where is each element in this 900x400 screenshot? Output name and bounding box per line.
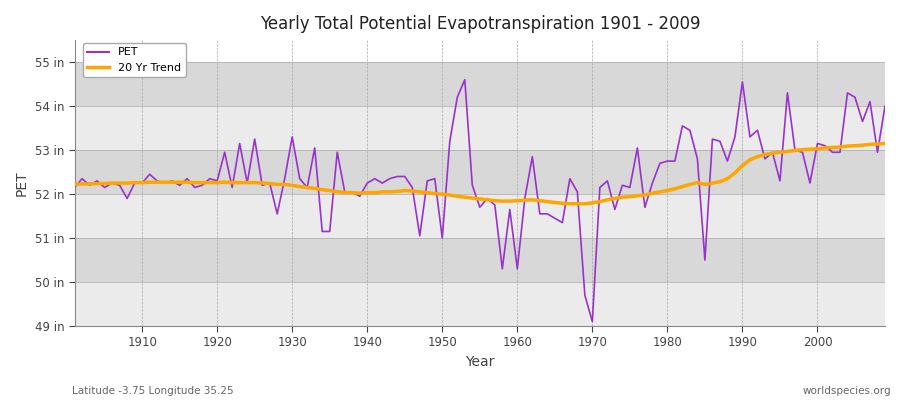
Bar [75, 106, 885, 150]
Text: worldspecies.org: worldspecies.org [803, 386, 891, 396]
X-axis label: Year: Year [465, 355, 494, 369]
Bar [75, 194, 885, 238]
Legend: PET, 20 Yr Trend: PET, 20 Yr Trend [83, 43, 185, 78]
Bar [75, 282, 885, 326]
Bar [75, 62, 885, 106]
Y-axis label: PET: PET [15, 170, 29, 196]
Title: Yearly Total Potential Evapotranspiration 1901 - 2009: Yearly Total Potential Evapotranspiratio… [259, 15, 700, 33]
Text: Latitude -3.75 Longitude 35.25: Latitude -3.75 Longitude 35.25 [72, 386, 234, 396]
Bar [75, 150, 885, 194]
Bar [75, 238, 885, 282]
